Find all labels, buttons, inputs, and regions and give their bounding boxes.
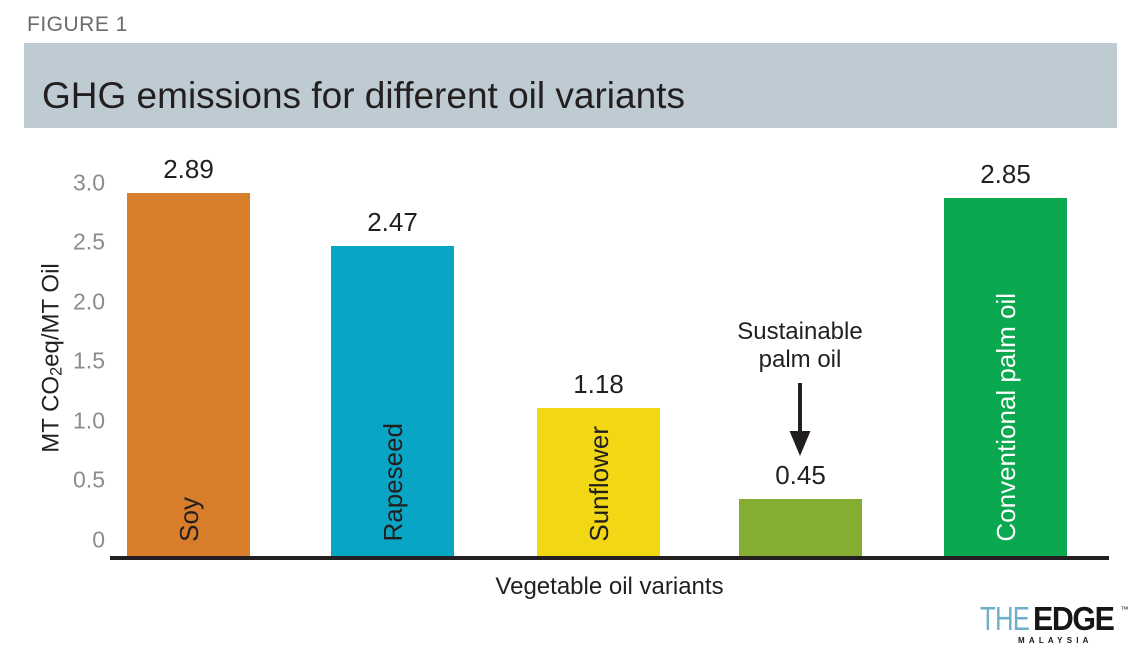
y-tick-label-2-0: 2.0 xyxy=(73,288,105,315)
bar-group-soy: 2.89 Soy xyxy=(127,154,250,556)
annotation-text-line1: Sustainable xyxy=(737,318,863,345)
bar-value-label-sunflower: 1.18 xyxy=(573,369,624,399)
y-tick-label-1-0: 1.0 xyxy=(73,407,105,434)
logo-trademark-symbol: ™ xyxy=(1120,605,1129,614)
bar-label-conventional-palm-oil: Conventional palm oil xyxy=(990,293,1021,542)
the-edge-malaysia-logo: THE EDGE ™ MALAYSIA xyxy=(980,600,1129,645)
y-tick-label-0: 0 xyxy=(92,526,105,553)
y-tick-label-2-5: 2.5 xyxy=(73,228,105,255)
figure-label: FIGURE 1 xyxy=(27,13,128,36)
y-tick-label-1-5: 1.5 xyxy=(73,347,105,374)
title-banner: GHG emissions for different oil variants xyxy=(24,43,1117,128)
bar-group-rapeseed: 2.47 Rapeseed xyxy=(331,207,454,556)
down-arrow-icon xyxy=(789,383,811,456)
x-axis-label: Vegetable oil variants xyxy=(495,573,724,600)
annotation-text-line2: palm oil xyxy=(758,346,842,373)
chart-title: GHG emissions for different oil variants xyxy=(42,75,685,116)
bar-conventional-palm-oil: Conventional palm oil xyxy=(944,198,1067,556)
bar-label-sunflower: Sunflower xyxy=(583,426,614,542)
bar-value-label-rapeseed: 2.47 xyxy=(367,207,418,237)
logo-wordmark: THE EDGE ™ xyxy=(980,600,1129,637)
logo-the-text: THE xyxy=(980,600,1030,637)
bar-rapeseed: Rapeseed xyxy=(331,246,454,556)
bar-value-label-conventional-palm-oil: 2.85 xyxy=(980,159,1031,189)
bar-label-rapeseed: Rapeseed xyxy=(377,423,408,542)
y-tick-label-0-5: 0.5 xyxy=(73,466,105,493)
logo-edge-text: EDGE xyxy=(1033,600,1115,637)
bar-group-sustainable-palm-oil: 0.45 xyxy=(739,460,862,556)
bar-value-label-soy: 2.89 xyxy=(163,154,214,184)
bar-chart: MT CO2eq/MT Oil 3.0 2.5 2.0 1.5 1.0 0.5 … xyxy=(0,140,1131,640)
logo-malaysia-text: MALAYSIA xyxy=(1018,636,1093,645)
bar-sustainable-palm-oil xyxy=(739,499,862,556)
bar-label-soy: Soy xyxy=(173,497,204,542)
bar-sunflower: Sunflower xyxy=(537,408,660,556)
bar-group-conventional-palm-oil: 2.85 Conventional palm oil xyxy=(944,159,1067,556)
annotation-sustainable-palm-oil: Sustainable palm oil xyxy=(670,318,930,457)
bar-group-sunflower: 1.18 Sunflower xyxy=(537,369,660,556)
bar-soy: Soy xyxy=(127,193,250,556)
x-axis-line xyxy=(110,556,1109,560)
y-tick-label-3-0: 3.0 xyxy=(73,169,105,196)
plot-area: 2.89 Soy 2.47 Rapeseed 1.18 Sunflower 0.… xyxy=(110,140,1109,556)
bar-value-label-sustainable-palm-oil: 0.45 xyxy=(775,460,826,490)
